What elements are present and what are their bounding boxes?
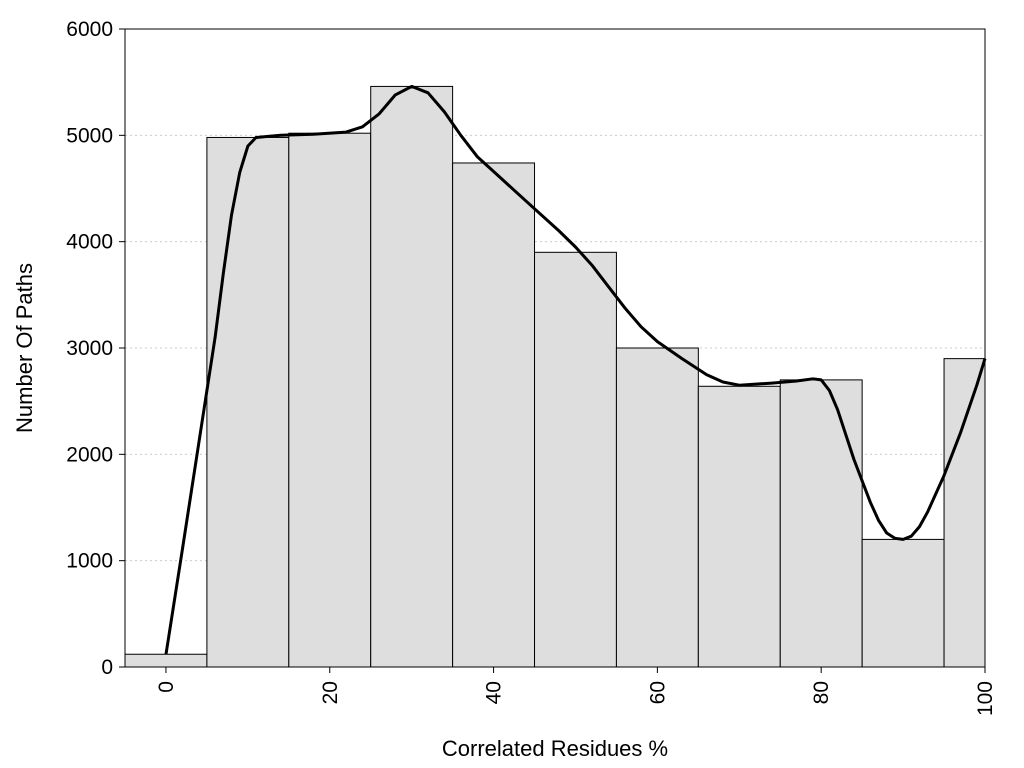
y-tick-label: 6000	[66, 18, 113, 41]
y-axis-title: Number Of Paths	[12, 263, 37, 433]
y-tick-label: 3000	[66, 337, 113, 360]
histogram-bar	[615, 347, 699, 668]
histogram-bar	[779, 379, 863, 668]
x-tick-label: 40	[483, 681, 506, 704]
histogram-bar	[370, 85, 454, 668]
histogram-bar	[697, 385, 781, 668]
histogram-bar	[943, 358, 986, 668]
x-tick-label: 60	[646, 681, 669, 704]
x-axis-ticks: 0 20 40 60 80 100	[155, 667, 997, 716]
y-tick-label: 0	[101, 656, 113, 679]
histogram-bar	[534, 251, 617, 668]
x-tick-label: 100	[974, 681, 997, 716]
histogram-bar	[206, 136, 290, 668]
y-tick-label: 5000	[66, 124, 113, 147]
x-tick-label: 80	[810, 681, 833, 704]
density-curve-group	[164, 84, 987, 655]
y-tick-label: 1000	[66, 550, 113, 573]
histogram-bar	[124, 653, 208, 668]
y-tick-label: 2000	[66, 443, 113, 466]
y-tick-label: 4000	[66, 231, 113, 254]
density-curve	[164, 84, 987, 655]
y-axis-ticks: 0 1000 2000 3000 4000 5000 6000	[66, 18, 125, 679]
histogram-bar	[452, 162, 536, 668]
x-tick-label: 0	[155, 681, 178, 693]
histogram-bars	[124, 85, 986, 668]
histogram-bar	[288, 132, 372, 668]
x-axis-title: Correlated Residues %	[442, 736, 668, 761]
histogram-bar	[861, 538, 945, 668]
x-tick-label: 20	[319, 681, 342, 704]
